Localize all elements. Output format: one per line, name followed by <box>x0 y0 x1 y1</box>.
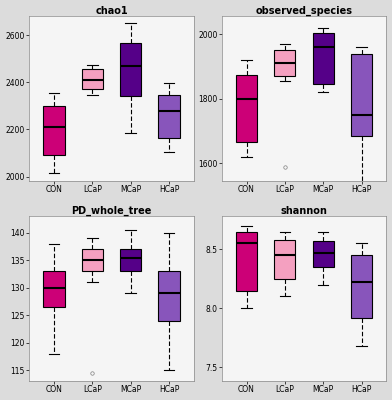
PathPatch shape <box>120 44 141 96</box>
PathPatch shape <box>313 241 334 267</box>
PathPatch shape <box>313 32 334 84</box>
PathPatch shape <box>158 95 180 138</box>
Title: chao1: chao1 <box>95 6 128 16</box>
PathPatch shape <box>158 271 180 321</box>
Title: shannon: shannon <box>281 206 327 216</box>
PathPatch shape <box>44 271 65 307</box>
PathPatch shape <box>236 74 257 142</box>
PathPatch shape <box>274 50 296 76</box>
PathPatch shape <box>82 249 103 271</box>
PathPatch shape <box>274 240 296 279</box>
PathPatch shape <box>44 106 65 155</box>
Title: observed_species: observed_species <box>256 6 352 16</box>
PathPatch shape <box>120 249 141 271</box>
PathPatch shape <box>82 69 103 89</box>
PathPatch shape <box>351 54 372 136</box>
PathPatch shape <box>351 255 372 318</box>
PathPatch shape <box>236 232 257 290</box>
Title: PD_whole_tree: PD_whole_tree <box>71 206 152 216</box>
